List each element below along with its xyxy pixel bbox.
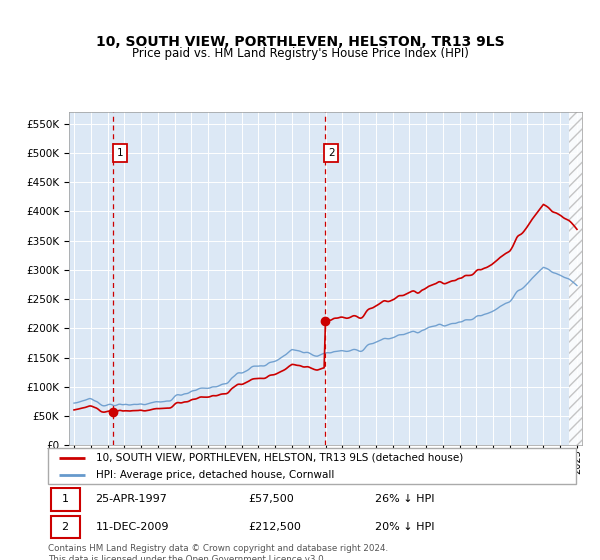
- Text: 25-APR-1997: 25-APR-1997: [95, 494, 167, 505]
- Text: 10, SOUTH VIEW, PORTHLEVEN, HELSTON, TR13 9LS: 10, SOUTH VIEW, PORTHLEVEN, HELSTON, TR1…: [95, 35, 505, 49]
- FancyBboxPatch shape: [50, 516, 80, 538]
- FancyBboxPatch shape: [48, 448, 576, 484]
- Text: 26% ↓ HPI: 26% ↓ HPI: [376, 494, 435, 505]
- Text: 2: 2: [61, 522, 68, 532]
- FancyBboxPatch shape: [50, 488, 80, 511]
- Text: Price paid vs. HM Land Registry's House Price Index (HPI): Price paid vs. HM Land Registry's House …: [131, 46, 469, 60]
- Text: Contains HM Land Registry data © Crown copyright and database right 2024.
This d: Contains HM Land Registry data © Crown c…: [48, 544, 388, 560]
- Text: HPI: Average price, detached house, Cornwall: HPI: Average price, detached house, Corn…: [95, 470, 334, 479]
- Text: 1: 1: [61, 494, 68, 505]
- Text: 2: 2: [328, 148, 335, 158]
- Text: £212,500: £212,500: [248, 522, 302, 532]
- Text: 11-DEC-2009: 11-DEC-2009: [95, 522, 169, 532]
- Text: 20% ↓ HPI: 20% ↓ HPI: [376, 522, 435, 532]
- Text: £57,500: £57,500: [248, 494, 295, 505]
- Text: 1: 1: [116, 148, 123, 158]
- Text: 10, SOUTH VIEW, PORTHLEVEN, HELSTON, TR13 9LS (detached house): 10, SOUTH VIEW, PORTHLEVEN, HELSTON, TR1…: [95, 453, 463, 463]
